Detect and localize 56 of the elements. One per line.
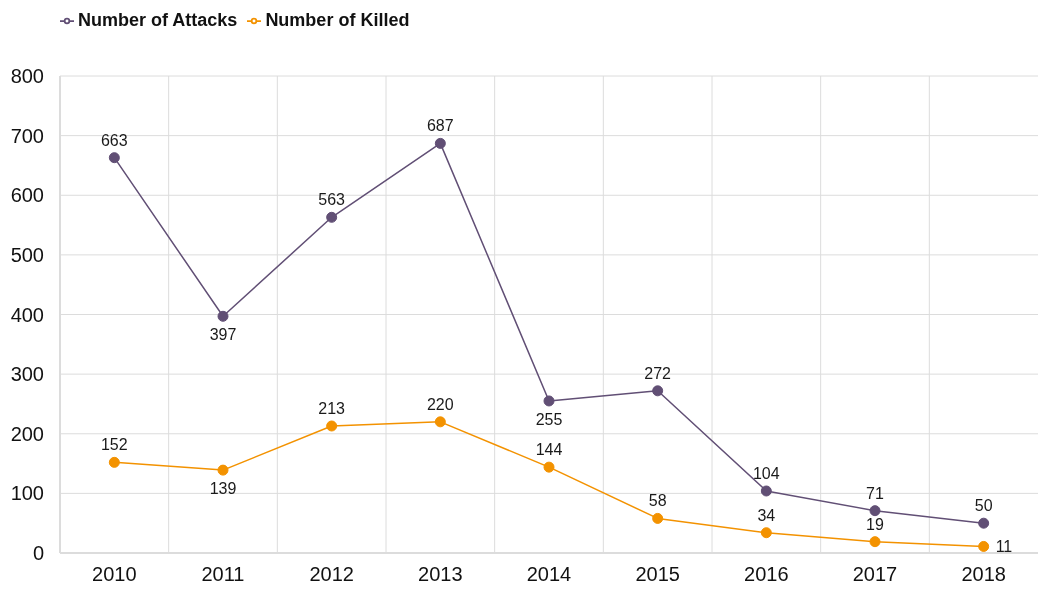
y-tick-label: 200: [10, 422, 44, 445]
point: [760, 527, 772, 539]
point: [217, 464, 229, 476]
point: [869, 536, 881, 548]
y-tick-label: 100: [10, 482, 44, 505]
data-label: 11: [995, 538, 1013, 556]
point: [543, 461, 555, 473]
data-label: 139: [209, 480, 237, 498]
y-tick-label: 400: [10, 303, 44, 326]
data-label: 50: [974, 497, 993, 515]
y-tick-label: 600: [10, 184, 44, 207]
data-label: 272: [644, 364, 672, 382]
x-tick-label: 2013: [418, 563, 463, 586]
x-tick-label: 2010: [92, 563, 137, 586]
point: [760, 485, 772, 497]
point: [652, 512, 664, 524]
data-label: 152: [100, 436, 128, 454]
x-tick-label: 2017: [852, 563, 898, 586]
y-tick-label: 700: [10, 124, 44, 147]
data-label: 19: [866, 515, 884, 533]
x-tick-label: 2018: [961, 563, 1006, 586]
data-label: 34: [757, 506, 776, 524]
data-label: 213: [318, 400, 346, 417]
point: [869, 505, 881, 517]
x-tick-label: 2016: [744, 563, 789, 586]
data-label: 663: [100, 131, 128, 149]
data-label: 397: [209, 326, 237, 344]
point: [108, 456, 120, 468]
point: [978, 540, 990, 552]
point: [108, 152, 120, 164]
point: [217, 310, 229, 322]
point: [652, 385, 664, 397]
legend-label: Number of Attacks: [78, 10, 238, 30]
x-tick-label: 2015: [635, 563, 680, 586]
x-tick-label: 2014: [526, 563, 572, 586]
data-label: 104: [752, 464, 780, 482]
point: [434, 416, 446, 428]
y-tick-label: 800: [10, 65, 44, 88]
data-label: 220: [426, 395, 454, 413]
data-label: 71: [866, 484, 884, 502]
data-label: 144: [535, 441, 563, 459]
point: [326, 211, 338, 223]
data-label: 58: [648, 492, 667, 510]
y-tick-label: 500: [10, 243, 44, 266]
y-tick-label: 0: [32, 542, 44, 565]
data-label: 563: [318, 191, 346, 209]
point: [978, 517, 990, 529]
point: [543, 395, 555, 407]
x-tick-label: 2012: [309, 563, 354, 586]
point: [326, 420, 338, 432]
data-label: 687: [426, 117, 454, 135]
legend-label: Number of Killed: [265, 10, 410, 30]
data-label: 255: [535, 410, 563, 428]
y-tick-label: 300: [10, 363, 44, 386]
x-tick-label: 2011: [201, 563, 245, 586]
point: [434, 137, 446, 149]
